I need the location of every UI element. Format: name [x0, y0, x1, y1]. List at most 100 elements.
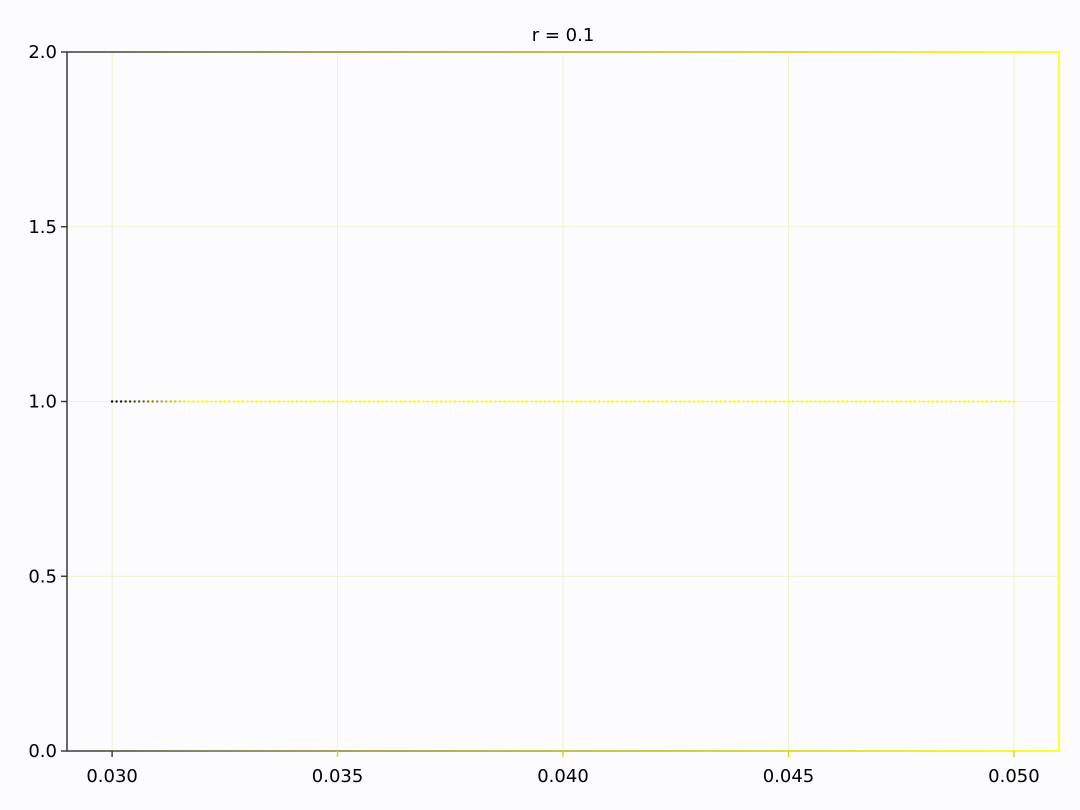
data-point: [561, 400, 565, 403]
data-point: [354, 400, 357, 403]
data-point: [345, 400, 348, 403]
data-point: [683, 400, 686, 403]
data-point: [670, 400, 673, 403]
data-point: [300, 400, 303, 403]
data-point: [534, 400, 538, 403]
data-point: [435, 400, 438, 403]
data-point: [710, 400, 713, 403]
data-point: [485, 400, 488, 403]
data-point: [449, 400, 452, 403]
data-point: [859, 400, 862, 403]
data-point: [814, 400, 817, 403]
data-point: [688, 400, 691, 403]
data-point: [945, 400, 948, 403]
data-point: [642, 400, 646, 403]
data-point: [570, 400, 574, 403]
y-axis: 0.0 0.5 1.0 1.5 2.0: [28, 42, 67, 762]
data-point: [963, 400, 966, 403]
data-point: [543, 400, 547, 403]
data-point: [467, 400, 470, 403]
data-point: [958, 400, 961, 403]
data-point: [512, 400, 515, 403]
data-point: [922, 400, 925, 403]
data-point: [985, 400, 989, 403]
data-point: [196, 400, 199, 403]
data-point: [633, 400, 637, 403]
data-point: [525, 400, 529, 403]
data-point: [606, 400, 610, 403]
data-point: [899, 400, 903, 403]
data-point: [458, 400, 461, 403]
data-point: [228, 400, 231, 403]
data-point: [954, 400, 957, 403]
data-point: [881, 400, 885, 403]
data-point: [124, 400, 127, 403]
data-point: [895, 400, 898, 403]
data-point: [845, 400, 849, 403]
data-point: [890, 400, 894, 403]
data-point: [115, 400, 118, 403]
data-point: [259, 400, 263, 403]
data-point: [796, 400, 799, 403]
data-point: [422, 400, 425, 403]
data-point: [764, 400, 768, 403]
x-tick-label: 0.050: [988, 766, 1040, 787]
data-point: [417, 400, 420, 403]
data-point: [250, 400, 254, 403]
data-point: [999, 400, 1002, 403]
data-point: [128, 400, 132, 403]
data-point: [557, 400, 560, 403]
data-point: [372, 400, 375, 403]
data-point: [809, 400, 813, 403]
data-point: [255, 400, 258, 403]
data-point: [169, 400, 172, 403]
data-point: [651, 400, 655, 403]
data-point: [178, 400, 181, 403]
data-point: [471, 400, 475, 403]
data-point: [137, 400, 141, 403]
data-point: [976, 400, 980, 403]
data-point: [413, 400, 416, 403]
data-point: [863, 400, 867, 403]
data-point: [453, 400, 456, 403]
data-point: [331, 400, 335, 403]
data-point: [210, 400, 213, 403]
data-point: [480, 400, 484, 403]
y-tick-label: 0.0: [28, 741, 57, 762]
data-point: [381, 400, 384, 403]
data-point: [516, 400, 520, 403]
data-point: [620, 400, 623, 403]
data-point: [575, 400, 578, 403]
data-point: [282, 400, 285, 403]
data-point: [358, 400, 362, 403]
data-point: [841, 400, 844, 403]
data-point: [746, 400, 750, 403]
data-point: [791, 400, 795, 403]
data-point: [390, 400, 393, 403]
data-point: [539, 400, 542, 403]
data-point: [133, 400, 136, 403]
data-point: [552, 400, 556, 403]
x-tick-label: 0.035: [312, 766, 364, 787]
data-point: [363, 400, 366, 403]
y-tick-label: 1.0: [28, 392, 57, 413]
data-point: [286, 400, 290, 403]
data-point: [787, 400, 790, 403]
x-tick-label: 0.045: [763, 766, 815, 787]
data-point: [340, 400, 344, 403]
data-point: [990, 400, 993, 403]
data-point: [967, 400, 971, 403]
data-point: [629, 400, 632, 403]
data-point: [597, 400, 601, 403]
data-point: [701, 400, 704, 403]
data-point: [232, 400, 236, 403]
data-point: [498, 400, 502, 403]
data-point: [440, 400, 443, 403]
data-point: [913, 400, 916, 403]
data-point: [679, 400, 682, 403]
data-point: [205, 400, 208, 403]
data-point: [936, 400, 939, 403]
data-point: [927, 400, 930, 403]
data-point: [187, 400, 190, 403]
x-axis: 0.030 0.035 0.040 0.045 0.050: [86, 751, 1040, 787]
